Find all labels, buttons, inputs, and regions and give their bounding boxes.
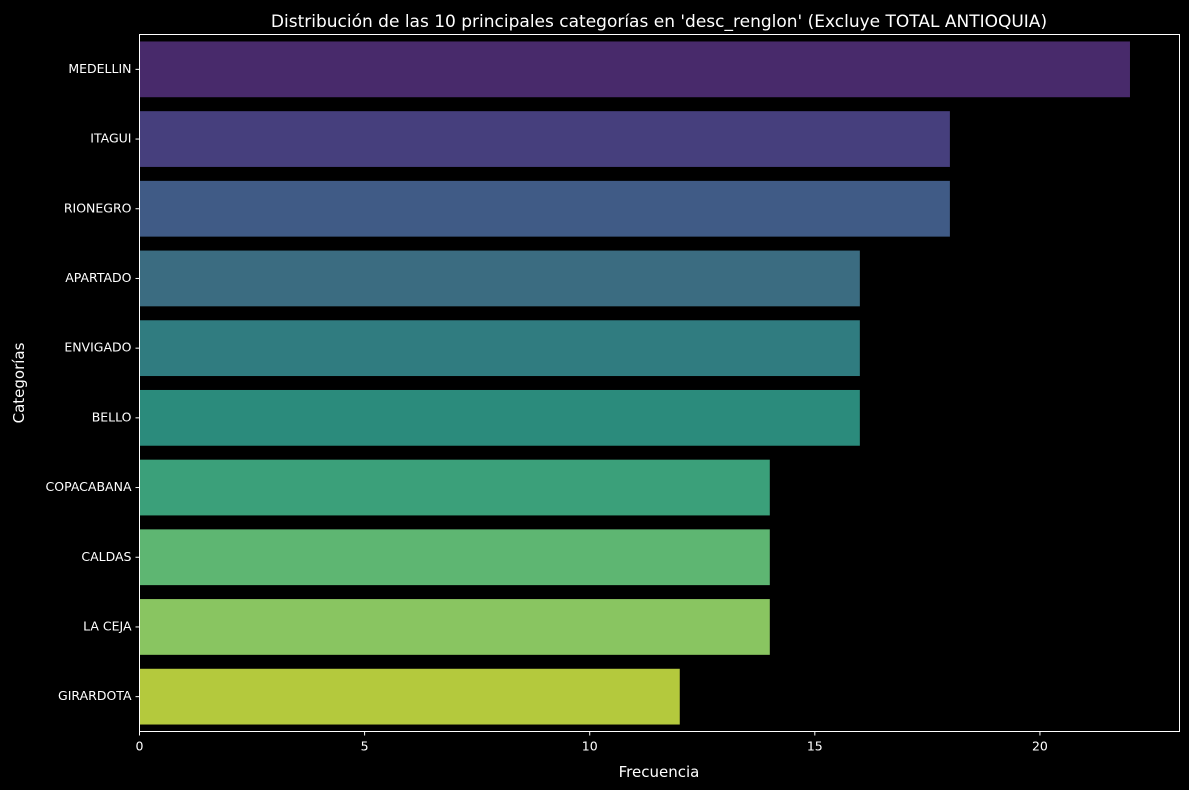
bar-rionegro: [139, 180, 950, 237]
bar-copacabana: [139, 459, 770, 516]
y-tick-label: ENVIGADO: [64, 340, 131, 355]
bar-la-ceja: [139, 599, 770, 655]
bar-itagui: [139, 111, 950, 167]
x-tick-label: 10: [582, 739, 598, 754]
x-tick-label: 0: [136, 739, 144, 754]
y-tick-label: MEDELLIN: [68, 61, 131, 76]
y-tick-label: APARTADO: [65, 270, 131, 285]
y-tick-label: CALDAS: [81, 549, 131, 564]
y-axis-label: Categorías: [10, 342, 28, 423]
y-tick-label: BELLO: [92, 409, 132, 424]
x-axis-label: Frecuencia: [619, 763, 700, 781]
y-tick-label: LA CEJA: [83, 618, 132, 633]
bar-envigado: [139, 320, 860, 377]
bars-group: [139, 41, 1130, 725]
bar-caldas: [139, 529, 770, 586]
x-tick-label: 5: [361, 739, 369, 754]
x-tick-label: 15: [807, 739, 823, 754]
y-tick-label: COPACABANA: [46, 479, 132, 494]
plot-frame: [139, 34, 1180, 732]
bar-apartado: [139, 250, 860, 307]
y-axis-ticks: MEDELLIN ITAGUI RIONEGRO APARTADO ENVIGADO BE…: [46, 61, 140, 703]
x-tick-label: 20: [1032, 739, 1048, 754]
x-axis-ticks: 0 5 10 15 20: [136, 731, 1048, 754]
y-tick-label: RIONEGRO: [64, 200, 132, 215]
chart-title: Distribución de las 10 principales categ…: [271, 12, 1047, 32]
bar-bello: [139, 389, 860, 446]
y-tick-label: ITAGUI: [90, 131, 131, 146]
bar-girardota: [139, 668, 680, 725]
bar-medellin: [139, 41, 1130, 98]
y-tick-label: GIRARDOTA: [58, 688, 132, 703]
